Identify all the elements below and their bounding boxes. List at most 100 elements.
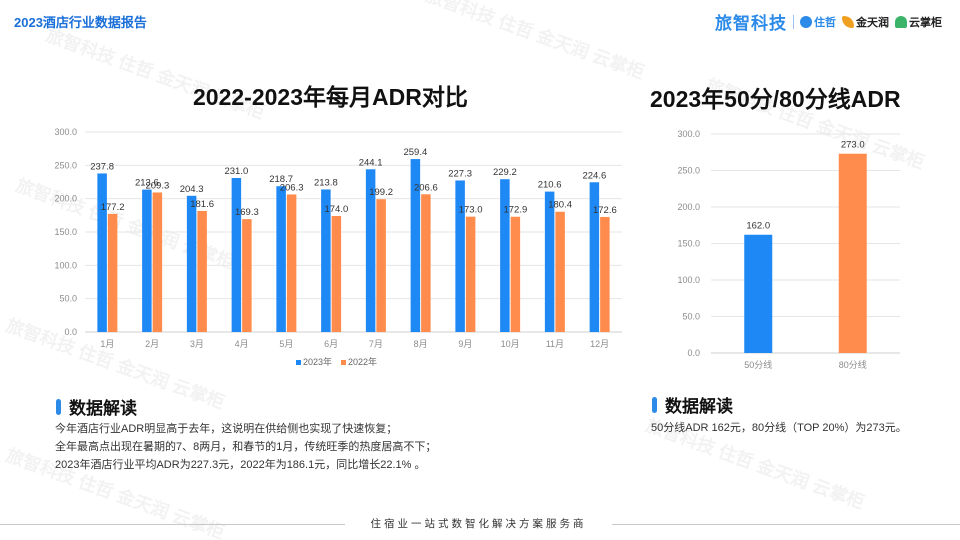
data-label: 213.6 [135,178,159,189]
y-tick-label: 100.0 [54,260,77,270]
data-label: 227.3 [448,168,472,179]
y-tick-label: 250.0 [54,160,77,170]
bar-2023 [365,169,376,332]
x-tick-label: 5月 [279,339,293,349]
right-interpretation-text: 50分线ADR 162元，80分线（TOP 20%）为273元。 [651,419,907,437]
data-label: 237.8 [90,161,114,172]
legend-swatch-2022 [341,360,346,365]
bar-2022 [107,213,118,332]
data-label: 224.6 [582,170,606,181]
bar-2023 [276,186,286,332]
bar-2022 [286,194,297,332]
legend-swatch-2023 [296,360,301,365]
interpretation-line: 50分线ADR 162元，80分线（TOP 20%）为273元。 [651,422,907,434]
section-accent-bar [652,396,657,413]
left-interpretation-heading: 数据解读 [56,394,137,419]
y-tick-label: 150.0 [54,227,77,237]
footer-divider-left [0,524,345,525]
data-label: 180.4 [548,200,572,211]
right-interpretation-title: 数据解读 [665,397,733,416]
x-tick-label: 1月 [100,339,114,349]
x-tick-label: 11月 [546,339,564,349]
footer-slogan: 住宿业一站式数智化解决方案服务商 [370,518,587,530]
y-tick-label: 300.0 [54,127,77,137]
logo-divider [793,14,794,29]
data-label: 273.0 [841,140,865,151]
bar-2023 [97,173,107,332]
x-tick-label: 8月 [414,339,428,349]
bar-50-percentile [744,234,773,353]
data-label: 210.6 [538,180,562,191]
brand-logos: 旅智科技 住哲 金天润 云掌柜 [715,9,942,34]
left-interpretation-text: 今年酒店行业ADR明显高于去年，这说明在供给侧也实现了快速恢复； 全年最高点出现… [55,420,436,474]
right-interpretation-heading: 数据解读 [652,392,733,417]
data-label: 162.0 [746,221,770,232]
x-tick-label: 3月 [190,339,204,349]
bar-2022 [331,216,342,332]
y-tick-label: 200.0 [677,202,700,212]
bar-80-percentile [838,153,867,353]
bar-2023 [589,182,600,332]
bar-2023 [455,180,465,332]
legend-label-2022: 2022年 [348,356,377,367]
data-label: 229.2 [493,167,517,178]
logo-yunzhanggui-text: 云掌柜 [909,16,942,29]
logo-jintianrun: 金天润 [842,14,889,30]
x-tick-label: 4月 [235,339,249,349]
interpretation-line: 全年最高点出现在暑期的7、8两月，和春节的1月，传统旺季的热度居高不下； [55,441,437,453]
y-tick-label: 0.0 [687,348,700,358]
logo-jiazhe-text: 住哲 [814,16,836,29]
monthly-adr-chart-title: 2022-2023年每月ADR对比 [193,84,468,110]
data-label: 259.4 [403,147,427,158]
data-label: 173.0 [459,205,483,216]
bar-2022 [197,210,207,332]
logo-jiazhe: 住哲 [800,14,836,30]
data-label: 218.7 [269,174,293,185]
jiazhe-logo-icon [800,15,812,28]
x-tick-label: 80分线 [839,359,867,370]
data-label: 206.3 [280,182,304,193]
y-tick-label: 250.0 [677,166,700,176]
footer-divider-right [612,524,960,525]
y-tick-label: 0.0 [64,327,77,337]
yunzhanggui-logo-icon [895,15,907,28]
section-accent-bar [56,398,61,415]
data-label: 244.1 [359,157,383,168]
bar-2022 [465,216,476,332]
data-label: 177.2 [101,202,125,213]
bar-2023 [500,179,510,332]
jintianrun-logo-icon [842,15,854,28]
bar-2022 [152,192,163,332]
percentile-adr-chart-title: 2023年50分/80分线ADR [650,86,901,112]
y-tick-label: 300.0 [677,129,700,139]
data-label: 199.2 [369,187,393,198]
x-tick-label: 6月 [324,339,338,349]
data-label: 174.0 [324,204,348,215]
bar-2022 [600,216,610,332]
logo-yunzhanggui: 云掌柜 [895,14,942,30]
bar-2023 [410,159,421,332]
x-tick-label: 12月 [590,339,609,349]
data-label: 169.3 [235,207,259,218]
x-tick-label: 2月 [145,339,159,349]
bar-2023 [321,189,331,332]
bar-2022 [242,219,252,332]
x-tick-label: 50分线 [744,359,772,370]
left-interpretation-title: 数据解读 [69,399,137,418]
data-label: 181.6 [190,199,214,210]
y-tick-label: 50.0 [682,312,700,322]
logo-jintianrun-text: 金天润 [856,16,889,29]
data-label: 204.3 [180,184,204,195]
bar-2023 [231,178,242,332]
data-label: 231.0 [224,166,248,177]
x-tick-label: 9月 [458,339,472,349]
data-label: 213.8 [314,177,338,188]
data-label: 206.6 [414,182,438,193]
bar-2022 [555,211,565,332]
x-tick-label: 7月 [369,339,383,349]
report-title: 2023酒店行业数据报告 [14,15,147,30]
data-label: 172.6 [593,205,617,216]
y-tick-label: 100.0 [677,275,700,285]
